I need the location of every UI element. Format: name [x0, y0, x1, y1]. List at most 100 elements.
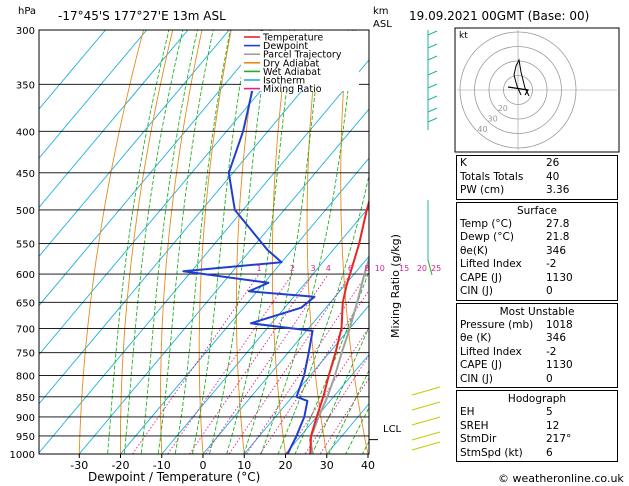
wet-adiabat-line — [174, 30, 231, 454]
pressure-tick-label: 450 — [16, 169, 35, 180]
surface-row: CAPE (J) 1130 — [460, 271, 573, 284]
most-unstable-title: Most Unstable — [499, 305, 575, 318]
index-row: K 26 — [460, 157, 560, 169]
hodo-row: StmSpd (kt) 6 — [460, 446, 553, 459]
surface-row: Lifted Index -2 — [460, 258, 557, 270]
surface-row: Temp (°C) 27.8 — [460, 217, 570, 230]
temp-tick-label: 40 — [361, 459, 375, 472]
x-axis-label: Dewpoint / Temperature (°C) — [88, 470, 260, 484]
wet-adiabat-line — [209, 30, 271, 454]
asl-label: ASL — [373, 19, 392, 30]
pressure-tick-label: 1000 — [10, 450, 35, 461]
wet-adiabat-line — [311, 326, 369, 454]
wet-adiabat-line — [191, 30, 250, 454]
temp-tick-label: -10 — [153, 459, 171, 472]
mixing-ratio-label: 2 — [290, 264, 295, 273]
location-title: -17°45'S 177°27'E 13m ASL — [58, 9, 226, 23]
hodograph-title: Hodograph — [507, 393, 567, 405]
surface-row: θe(K) 346 — [460, 244, 567, 257]
wind-barb — [427, 95, 438, 101]
wind-barbs — [411, 30, 441, 451]
legend-entry: Isotherm — [263, 76, 305, 87]
mu-row: Lifted Index -2 — [460, 345, 557, 358]
hodograph-trace — [513, 58, 530, 97]
wind-barb — [427, 107, 438, 113]
isotherm-line — [39, 30, 148, 159]
wet-adiabat-line — [123, 30, 184, 454]
surface-title: Surface — [516, 204, 557, 217]
mu-row: CIN (J) 0 — [460, 372, 553, 385]
mixing-ratio-line — [319, 377, 369, 454]
legend-entry: Dewpoint — [263, 41, 308, 52]
dry-adiabat-line — [405, 6, 456, 472]
mixing-ratio-line — [228, 273, 351, 454]
wind-barb — [411, 386, 441, 396]
pressure-tick-label: 800 — [16, 371, 35, 382]
dewpoint-line — [182, 30, 316, 454]
hodograph-ring-label: 20 — [498, 104, 508, 113]
temp-tick-label: -20 — [112, 459, 130, 472]
mixing-ratio-label: 6 — [348, 264, 353, 273]
dry-adiabat-line — [120, 30, 174, 454]
copyright: © weatheronline.co.uk — [498, 472, 624, 485]
hodograph-trace — [507, 86, 529, 96]
wet-adiabat-line — [226, 30, 296, 454]
legend-entry: Temperature — [262, 33, 323, 44]
mu-row: Pressure (mb) 1018 — [460, 318, 573, 331]
pressure-tick-label: 750 — [16, 349, 35, 360]
wet-adiabat-line — [328, 369, 369, 454]
wet-adiabat-line — [345, 406, 369, 454]
legend-entry: Dry Adiabat — [263, 58, 320, 69]
dry-adiabat-line — [306, 30, 328, 454]
legend-entry: Mixing Ratio — [263, 84, 322, 95]
mixing-ratio-labels: 1 2 3 4 6 8 10 15 20 25 — [256, 264, 441, 273]
dry-adiabat-line — [340, 30, 369, 454]
mixing-ratio-label: 4 — [326, 264, 331, 273]
mixing-ratio-line — [188, 273, 314, 454]
wind-barb — [411, 431, 441, 441]
dry-adiabat-line — [78, 30, 144, 454]
wind-barb — [411, 441, 441, 451]
wind-barb — [427, 55, 438, 61]
hodo-row: SREH 12 — [460, 419, 560, 432]
indices-box: K 26 Totals Totals 40 PW (cm) 3.36 — [456, 155, 618, 200]
temp-tick-label: 0 — [200, 459, 207, 472]
temp-tick-label: 30 — [320, 459, 334, 472]
isotherm-line — [243, 304, 369, 454]
pressure-tick-label: 550 — [16, 239, 35, 250]
hodograph-unit: kt — [459, 31, 468, 41]
wind-staff — [427, 259, 433, 276]
isotherm-line — [202, 255, 369, 454]
isotherm-line — [161, 206, 369, 454]
pressure-tick-label: 350 — [16, 80, 35, 91]
dry-adiabat-line — [198, 30, 232, 454]
mixing-ratio-line — [304, 354, 369, 454]
isotherm-line — [39, 30, 189, 208]
surface-box: Surface Temp (°C) 27.8 Dewp (°C) 21.8 θe(K… — [456, 201, 618, 301]
temp-tick-label: 10 — [237, 459, 251, 472]
wind-barb — [427, 43, 438, 49]
hodo-row: StmDir 217° — [460, 433, 572, 445]
temp-tick-label: -30 — [70, 459, 88, 472]
mixing-ratio-line — [167, 273, 293, 454]
index-row: PW (cm) 3.36 — [460, 184, 570, 196]
temperature-line — [309, 198, 369, 454]
profiles — [182, 30, 369, 454]
mixing-ratio-label: 15 — [399, 264, 409, 273]
hodograph-ring-label: 30 — [488, 114, 498, 123]
lcl-label: LCL — [383, 424, 402, 435]
isotherm-line — [39, 30, 271, 307]
mixing-ratio-label: 20 — [417, 264, 427, 273]
legend-entry: Parcel Trajectory — [263, 50, 342, 61]
mixing-ratio-label: 25 — [431, 264, 441, 273]
pressure-tick-label: 850 — [16, 393, 35, 404]
isotherm-line — [39, 30, 106, 110]
mu-row: CAPE (J) 1130 — [460, 359, 573, 371]
isotherm-line — [119, 157, 369, 454]
pressure-tick-label: 300 — [16, 26, 35, 37]
indices-panel: K 26 Totals Totals 40 PW (cm) 3.36 Surface … — [456, 155, 618, 464]
wind-barb — [427, 83, 438, 89]
isotherm-line — [78, 108, 369, 454]
mixing-ratio-label: 3 — [311, 264, 316, 273]
